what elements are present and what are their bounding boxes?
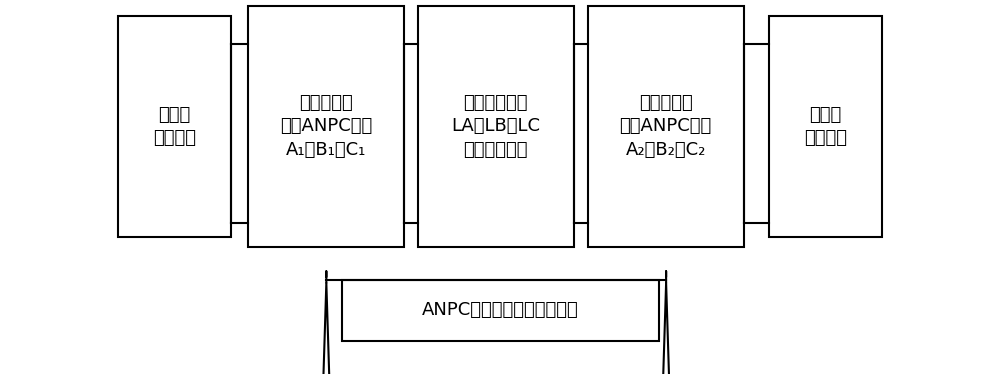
Text: 输入侧三相
半桥ANPC电路
A₁、B₁、C₁: 输入侧三相 半桥ANPC电路 A₁、B₁、C₁: [280, 94, 372, 159]
Text: 输入侧
直流电源: 输入侧 直流电源: [153, 105, 196, 147]
Bar: [342, 280, 659, 341]
Text: 输出侧三相
半桥ANPC电路
A₂、B₂、C₂: 输出侧三相 半桥ANPC电路 A₂、B₂、C₂: [620, 94, 712, 159]
Text: 三相辅助电感
LA、LB、LC
及三相变压器: 三相辅助电感 LA、LB、LC 及三相变压器: [451, 94, 540, 159]
Text: ANPC电路驱动信号调制单元: ANPC电路驱动信号调制单元: [422, 301, 579, 319]
Bar: [118, 16, 231, 237]
Bar: [248, 6, 404, 247]
Text: 输出侧
直流负载: 输出侧 直流负载: [804, 105, 847, 147]
Bar: [588, 6, 744, 247]
Bar: [769, 16, 882, 237]
Bar: [418, 6, 574, 247]
